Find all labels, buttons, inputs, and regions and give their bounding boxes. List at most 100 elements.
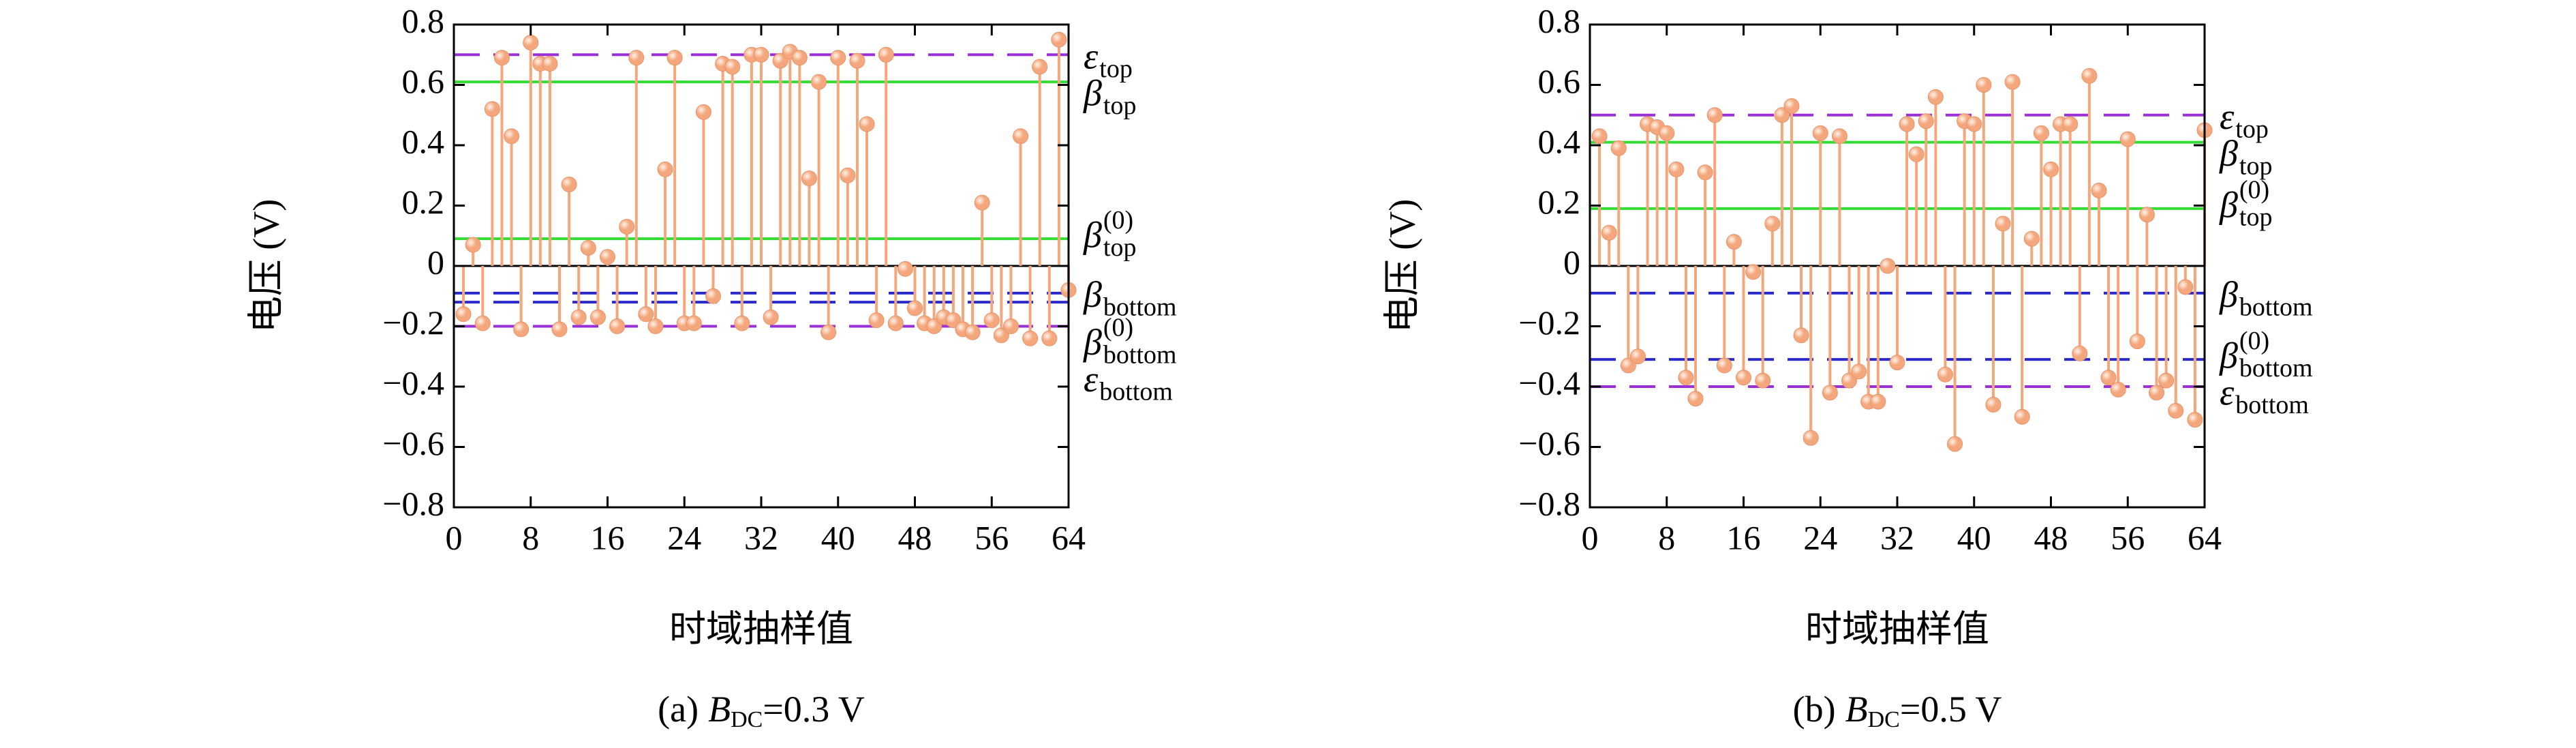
stem-marker [734, 315, 750, 331]
y-tick-label: −0.2 [1518, 303, 1580, 342]
stem-marker [868, 312, 885, 329]
stem-marker [1822, 385, 1838, 401]
stem-marker [907, 300, 923, 316]
stem-marker [2023, 230, 2040, 247]
stem-marker [580, 239, 596, 256]
stem-marker [695, 104, 711, 120]
stem-marker [474, 315, 491, 331]
x-tick-label: 64 [2188, 518, 2222, 556]
x-tick-label: 0 [446, 518, 463, 556]
stem-marker [570, 309, 587, 325]
stem-marker [2091, 182, 2107, 198]
x-tick-label: 64 [1052, 518, 1086, 556]
y-tick-label: 0.6 [402, 62, 445, 100]
line-label-sub: bottom [2235, 391, 2309, 419]
stem-marker [724, 59, 741, 75]
stem-marker [609, 318, 626, 334]
caption-rest: =0.5 V [1900, 689, 2002, 730]
y-tick-label: −0.4 [382, 363, 444, 402]
stem-marker [897, 260, 913, 277]
caption-sub: DC [731, 707, 763, 732]
stem-marker [1937, 366, 1953, 383]
stem-marker [2129, 333, 2145, 350]
stem-marker [513, 321, 530, 338]
stem-marker [1889, 355, 1905, 371]
y-tick-label: −0.2 [382, 303, 444, 342]
stem-marker [1013, 128, 1029, 145]
stem-marker [1841, 372, 1858, 389]
stem-marker [1985, 397, 2002, 413]
line-label-symbol: β [1083, 274, 1102, 315]
line-label-sub: bottom [2239, 354, 2313, 383]
stem-marker [1851, 363, 1867, 380]
line-label-symbol: β [1083, 73, 1102, 114]
caption-symbol: B [1845, 689, 1868, 730]
x-axis-label: 时域抽样值 [669, 608, 853, 649]
stem-marker [628, 50, 645, 66]
caption-label: (a) [658, 689, 699, 730]
stem-marker [811, 74, 827, 90]
line-label-sub: top [2239, 151, 2273, 180]
stem-marker [589, 309, 606, 325]
line-label-sub: top [1103, 91, 1137, 120]
stem-marker [455, 306, 472, 323]
stem-marker [1668, 161, 1685, 177]
stem-marker [1726, 234, 1742, 250]
caption-label: (b) [1793, 689, 1836, 730]
stem-marker [542, 56, 558, 72]
x-tick-label: 8 [522, 518, 539, 556]
stem-marker [801, 170, 817, 187]
y-tick-label: 0.2 [1538, 183, 1581, 221]
stem-marker [2081, 68, 2098, 84]
stem-marker [465, 237, 481, 253]
stem-marker [647, 318, 664, 334]
line-label-sup: (0) [2239, 327, 2269, 355]
stem-marker [791, 50, 808, 66]
stem-marker [2062, 116, 2079, 132]
stem-marker [1803, 430, 1819, 446]
y-axis-label: 电压 (V) [245, 199, 286, 333]
caption-rest: =0.3 V [763, 689, 864, 730]
stem-marker [1629, 348, 1646, 365]
x-tick-label: 24 [1803, 518, 1837, 556]
y-axis-label: 电压 (V) [1381, 199, 1422, 333]
x-tick-label: 48 [2034, 518, 2068, 556]
stem-marker [1051, 31, 1067, 48]
line-label-sub: top [2235, 115, 2269, 143]
x-tick-label: 8 [1658, 518, 1675, 556]
y-tick-label: 0.4 [402, 122, 445, 160]
y-tick-label: −0.6 [1518, 424, 1580, 462]
stem-marker [840, 167, 856, 183]
line-label-symbol: ε [1084, 36, 1099, 77]
stem-marker [638, 306, 654, 323]
stem-marker [1716, 357, 1732, 374]
stem-marker [2158, 372, 2175, 389]
stem-marker [1736, 370, 1751, 386]
stem-marker [1976, 77, 1992, 93]
stem-marker [1812, 125, 1828, 141]
x-tick-label: 48 [898, 518, 932, 556]
stem-marker [2033, 125, 2049, 141]
stem-marker [1659, 125, 1675, 141]
stem-marker [600, 249, 615, 265]
stem-marker [1870, 393, 1886, 410]
x-tick-label: 32 [744, 518, 778, 556]
line-label-symbol: β [2219, 133, 2238, 174]
stem-marker [561, 177, 577, 193]
stem-marker [1918, 113, 1934, 130]
stem-marker [1706, 107, 1723, 123]
stem-marker [821, 324, 837, 340]
stem-marker [2187, 412, 2203, 428]
stem-marker [551, 321, 568, 338]
stem-marker [1755, 372, 1771, 389]
stem-marker [1995, 215, 2011, 232]
stem-marker [974, 194, 990, 211]
x-tick-label: 40 [1957, 518, 1991, 556]
stem-marker [666, 50, 683, 66]
stem-marker [2119, 131, 2136, 147]
y-tick-label: 0.6 [1538, 62, 1581, 100]
stem-marker [887, 315, 904, 331]
line-label-sup: (0) [1103, 314, 1133, 342]
stem-marker [2072, 345, 2088, 361]
